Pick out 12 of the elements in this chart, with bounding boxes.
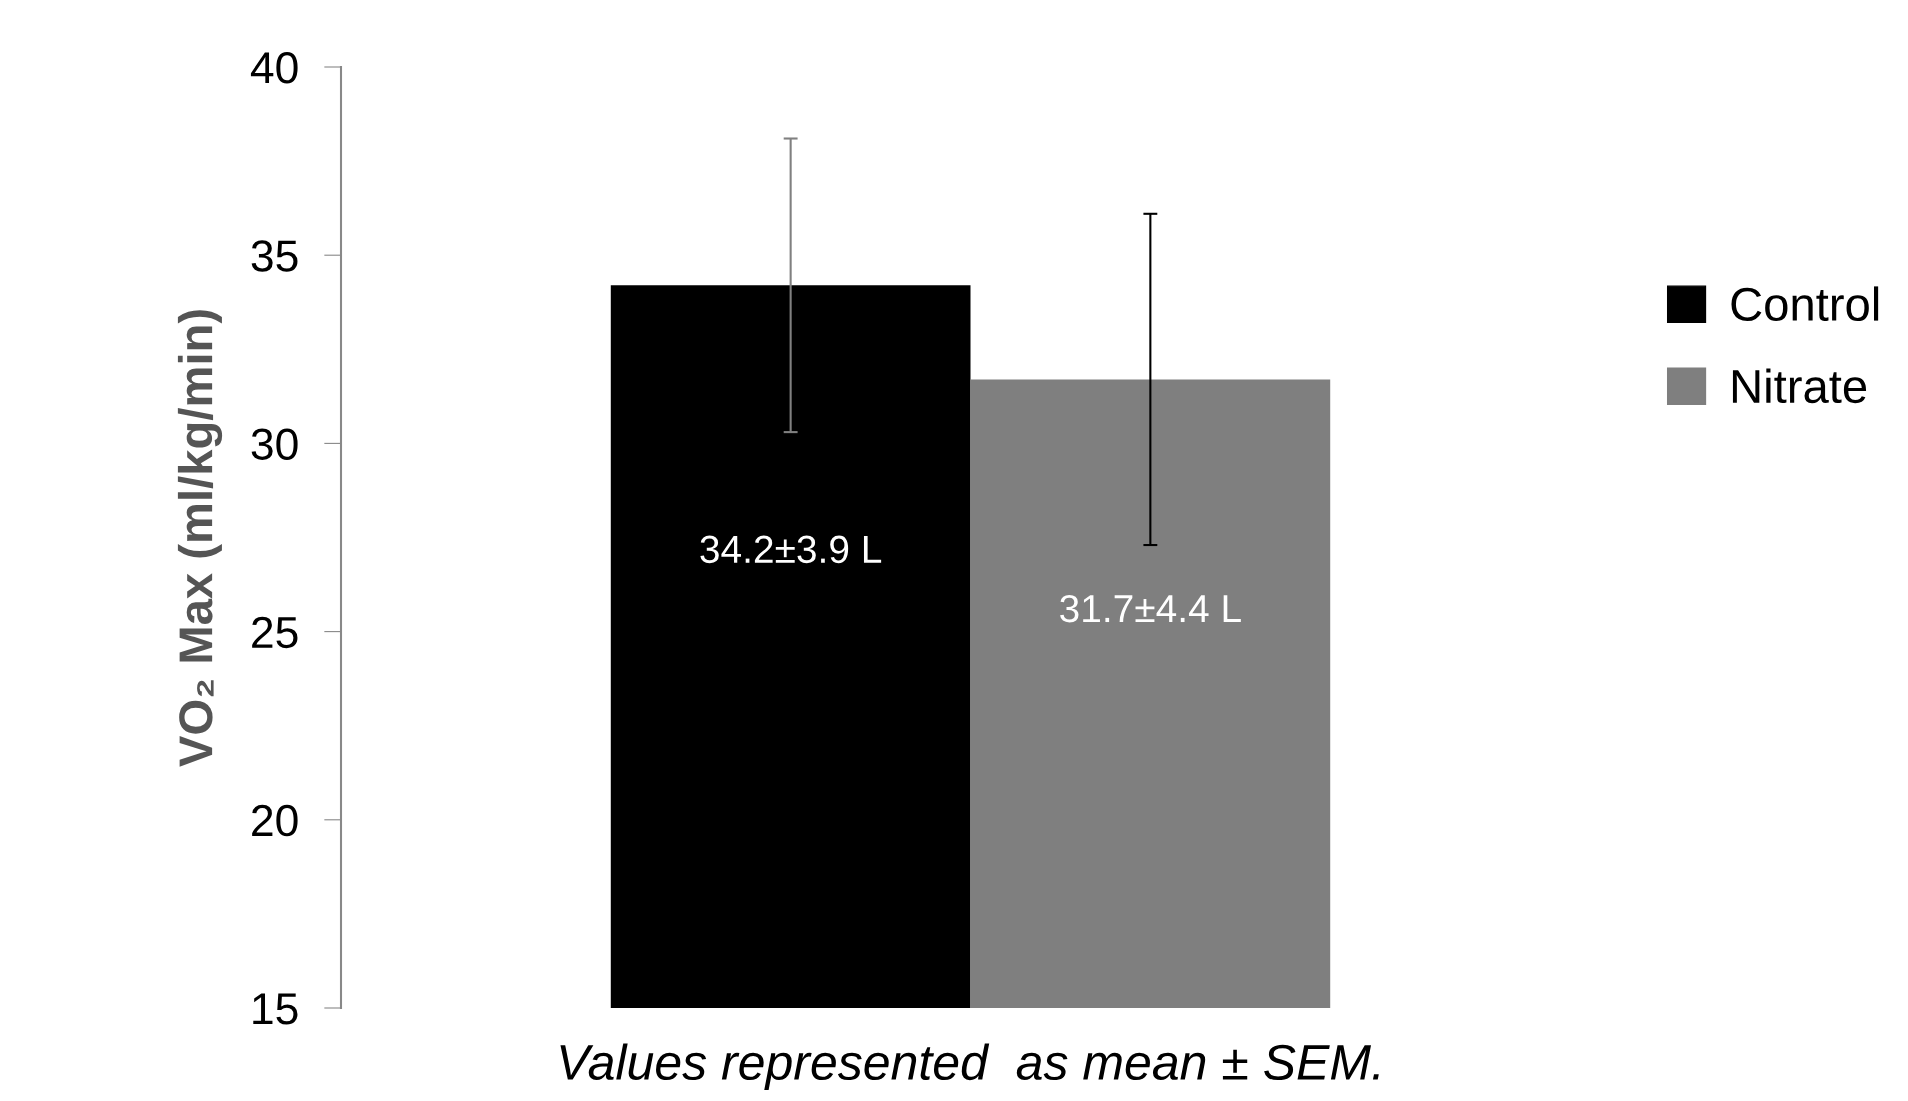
legend-label: Control [1731, 286, 1879, 322]
y-tick-label: 30 [251, 428, 298, 460]
y-tick-label: 25 [252, 616, 298, 649]
text: Values represented as mean ± SEM. [560, 1043, 1379, 1090]
data-label: 31.7±4.4 L [1060, 594, 1241, 623]
y-tick-label: 35 [251, 240, 298, 272]
legend-label: Nitrate [1732, 368, 1867, 404]
y-tick-label: 15 [253, 993, 298, 1025]
y-axis-title: VO₂ Max (ml/kg/min) [177, 310, 223, 767]
data-label: 34.2±3.9 L [700, 535, 882, 564]
y-tick-label: 40 [250, 52, 298, 84]
y-tick-label: 20 [252, 804, 298, 837]
